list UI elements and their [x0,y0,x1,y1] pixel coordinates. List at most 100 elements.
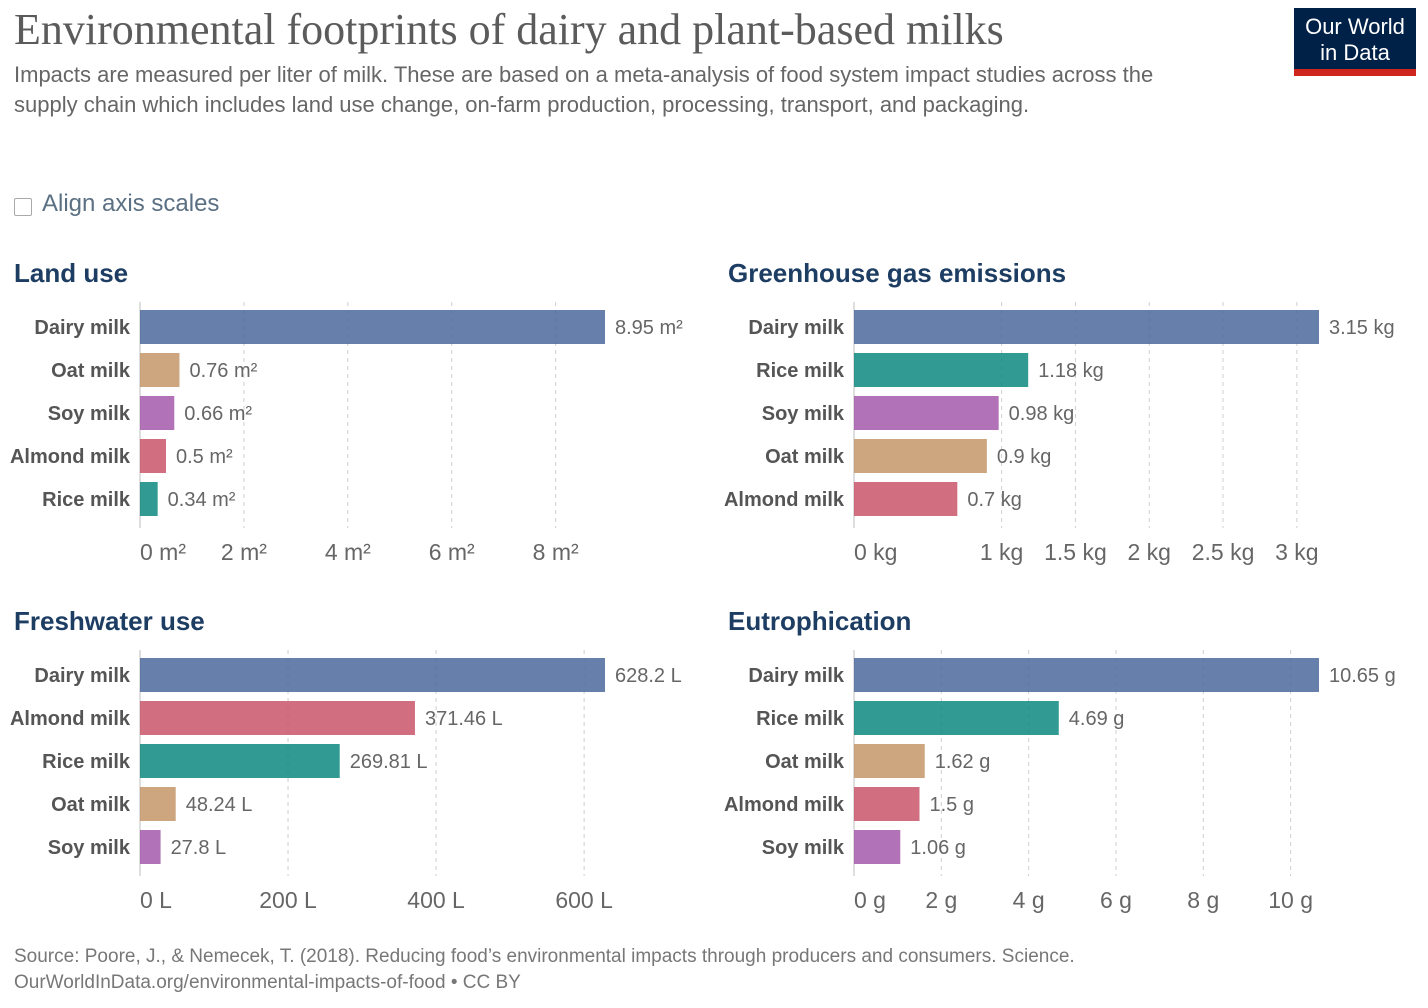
tick-label: 2 m² [221,539,267,565]
bar-dairy-milk [854,658,1319,692]
category-label: Oat milk [51,360,131,382]
tick-label: 2 kg [1127,539,1170,565]
tick-label: 4 m² [325,539,371,565]
panel-land-use: Land use Dairy milk 8.95 m² Oat milk 0.76 m… [0,258,700,588]
bar-oat-milk [854,744,925,778]
bar-dairy-milk [140,310,605,344]
bar-rice-milk [854,353,1029,387]
value-label: 0.5 m² [176,446,233,468]
bar-dairy-milk [140,658,605,692]
tick-label: 3 kg [1275,539,1318,565]
owid-logo[interactable]: Our World in Data [1294,8,1416,76]
category-label: Oat milk [765,751,845,773]
category-label: Soy milk [762,837,845,859]
category-label: Almond milk [10,446,131,468]
bar-almond-milk [140,439,166,473]
value-label: 10.65 g [1329,665,1396,687]
tick-label: 0 g [854,887,886,913]
credit-link[interactable]: OurWorldInData.org/environmental-impacts… [14,972,521,993]
tick-label: 6 g [1100,887,1132,913]
tick-label: 2 g [925,887,957,913]
category-label: Oat milk [51,794,131,816]
align-axis-checkbox[interactable] [14,198,32,216]
bar-soy-milk [854,396,999,430]
category-label: Almond milk [724,794,845,816]
tick-label: 4 g [1013,887,1045,913]
chart-subtitle: Impacts are measured per liter of milk. … [14,62,1154,117]
bar-soy-milk [140,396,175,430]
panel-freshwater-use: Freshwater use Dairy milk 628.2 L Almond m… [0,606,700,936]
tick-label: 0 kg [854,539,897,565]
tick-label: 200 L [259,887,317,913]
value-label: 0.9 kg [997,446,1051,468]
eutrophication-chart: Dairy milk 10.65 g Rice milk 4.69 g Oat milk… [724,650,1396,913]
bar-soy-milk [140,830,161,864]
chart-title: Environmental footprints of dairy and pl… [14,5,1004,54]
logo-line-1: Our World [1305,14,1405,39]
panel-title: Greenhouse gas emissions [728,258,1067,288]
bar-almond-milk [854,787,920,821]
bar-rice-milk [140,482,158,516]
freshwater-use-chart: Dairy milk 628.2 L Almond milk 371.46 L Rice… [10,650,682,913]
bar-soy-milk [854,830,901,864]
bar-almond-milk [854,482,958,516]
value-label: 0.66 m² [184,403,252,425]
category-label: Dairy milk [34,665,130,687]
value-label: 8.95 m² [615,317,683,339]
tick-label: 8 m² [533,539,579,565]
tick-label: 6 m² [429,539,475,565]
category-label: Rice milk [42,751,131,773]
source-note: Source: Poore, J., & Nemecek, T. (2018).… [14,946,1075,967]
value-label: 1.5 g [929,794,973,816]
tick-label: 1.5 kg [1044,539,1107,565]
tick-label: 1 kg [980,539,1023,565]
category-label: Rice milk [756,708,845,730]
tick-label: 2.5 kg [1192,539,1255,565]
value-label: 0.76 m² [189,360,257,382]
value-label: 3.15 kg [1329,317,1395,339]
value-label: 1.06 g [910,837,966,859]
value-label: 628.2 L [615,665,682,687]
value-label: 0.34 m² [168,489,236,511]
bar-rice-milk [140,744,340,778]
category-label: Almond milk [724,489,845,511]
tick-label: 0 m² [140,539,186,565]
footer: Source: Poore, J., & Nemecek, T. (2018).… [14,944,1414,996]
value-label: 27.8 L [171,837,227,859]
category-label: Rice milk [42,489,131,511]
align-axis-toggle[interactable]: Align axis scales [14,190,219,218]
panel-title: Eutrophication [728,606,912,636]
align-axis-label: Align axis scales [42,190,220,217]
bar-oat-milk [854,439,987,473]
category-label: Soy milk [48,403,131,425]
bar-oat-milk [140,787,176,821]
bar-oat-milk [140,353,180,387]
value-label: 1.62 g [935,751,991,773]
value-label: 48.24 L [186,794,253,816]
panel-title: Freshwater use [14,606,205,636]
category-label: Dairy milk [34,317,130,339]
category-label: Almond milk [10,708,131,730]
bar-rice-milk [854,701,1059,735]
value-label: 1.18 kg [1038,360,1104,382]
bar-almond-milk [140,701,415,735]
category-label: Dairy milk [748,665,844,687]
tick-label: 400 L [407,887,465,913]
tick-label: 10 g [1268,887,1313,913]
value-label: 269.81 L [350,751,428,773]
tick-label: 8 g [1187,887,1219,913]
tick-label: 600 L [555,887,613,913]
land-use-chart: Dairy milk 8.95 m² Oat milk 0.76 m² Soy milk… [10,302,683,565]
value-label: 371.46 L [425,708,503,730]
ghg-emissions-chart: Dairy milk 3.15 kg Rice milk 1.18 kg Soy mil… [724,302,1395,565]
value-label: 0.98 kg [1009,403,1075,425]
panel-eutrophication: Eutrophication Dairy milk 10.65 g Rice mil… [714,606,1414,936]
category-label: Rice milk [756,360,845,382]
category-label: Soy milk [48,837,131,859]
value-label: 0.7 kg [967,489,1021,511]
bar-dairy-milk [854,310,1319,344]
panel-greenhouse-gas-emissions: Greenhouse gas emissions Dairy milk 3.15 … [714,258,1414,588]
category-label: Oat milk [765,446,845,468]
logo-line-2: in Data [1320,40,1390,65]
panel-title: Land use [14,258,129,288]
